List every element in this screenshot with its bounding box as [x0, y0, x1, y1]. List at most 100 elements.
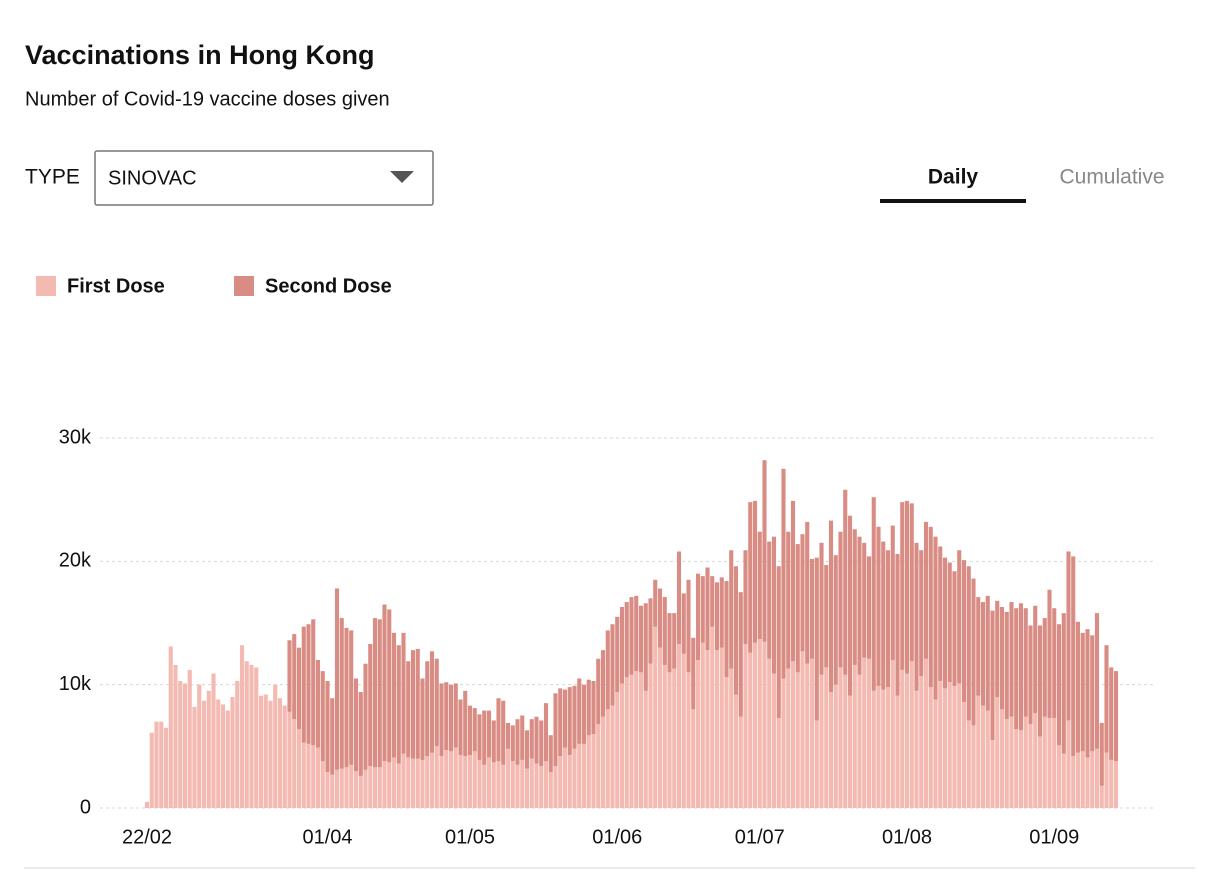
- bar-segment: [1109, 667, 1114, 760]
- bar-segment: [505, 722, 511, 749]
- bar-segment: [862, 542, 867, 658]
- bar-segment: [771, 536, 777, 674]
- bar-segment: [567, 754, 572, 808]
- bar-segment: [311, 619, 316, 746]
- bar-segment: [420, 678, 425, 760]
- bar-segment: [244, 661, 249, 808]
- dropdown-value[interactable]: SINOVAC: [108, 167, 197, 189]
- bar-segment: [942, 557, 948, 689]
- bar-segment: [895, 695, 900, 808]
- bar-segment: [933, 699, 938, 808]
- bar-segment: [410, 650, 416, 759]
- x-tick-label: 22/02: [122, 826, 172, 848]
- bar-segment: [938, 546, 943, 681]
- bar-segment: [334, 769, 340, 808]
- bar-segment: [809, 658, 815, 808]
- bar-segment: [515, 719, 520, 765]
- bar-segment: [301, 742, 306, 808]
- bar-segment: [781, 678, 786, 808]
- bar-segment: [672, 613, 677, 669]
- bar-segment: [567, 687, 572, 755]
- bar-segment: [306, 624, 311, 744]
- bar-segment: [439, 683, 444, 757]
- bar-segment: [230, 697, 235, 808]
- bar-segment: [691, 709, 696, 808]
- bar-segment: [676, 551, 682, 644]
- bar-segment: [482, 710, 487, 765]
- bar-segment: [752, 642, 758, 808]
- bar-segment: [1033, 713, 1038, 808]
- bar-segment: [396, 645, 401, 764]
- bar-segment: [1037, 736, 1043, 808]
- bar-segment: [909, 661, 914, 808]
- tab-underline: [880, 199, 1026, 203]
- bar-segment: [282, 705, 287, 808]
- bar-segment: [467, 754, 473, 808]
- bar-segment: [401, 632, 406, 754]
- bar-segment: [914, 690, 919, 808]
- bar-segment: [406, 661, 411, 758]
- bar-segment: [947, 682, 952, 808]
- bar-segment: [776, 717, 781, 808]
- bar-segment: [729, 668, 734, 808]
- bar-segment: [866, 658, 872, 808]
- bar-segment: [719, 577, 724, 648]
- bar-segment: [1080, 751, 1085, 808]
- bar-segment: [819, 542, 824, 675]
- bar-segment: [990, 610, 995, 741]
- bar-segment: [220, 704, 226, 808]
- bar-segment: [287, 711, 292, 808]
- bar-segment: [434, 658, 439, 747]
- bar-segment: [372, 618, 378, 768]
- bar-segment: [672, 668, 677, 808]
- legend-label: First Dose: [67, 275, 165, 297]
- bar-segment: [539, 766, 544, 808]
- bar-segment: [168, 646, 173, 808]
- bar-segment: [819, 674, 824, 808]
- bar-segment: [1004, 611, 1009, 720]
- y-tick-label: 10k: [59, 673, 92, 695]
- bar-segment: [1113, 671, 1119, 762]
- bar-segment: [382, 604, 387, 762]
- bar-segment: [985, 595, 990, 711]
- bar-segment: [667, 613, 672, 673]
- dropdown-box[interactable]: [94, 150, 434, 206]
- type-dropdown[interactable]: SINOVAC: [94, 150, 434, 206]
- bar-segment: [501, 764, 506, 808]
- bar-segment: [1056, 624, 1062, 746]
- bar-segment: [387, 762, 392, 808]
- dropdown-arrow[interactable]: [390, 171, 414, 183]
- bar-segment: [349, 630, 354, 765]
- bar-segment: [767, 658, 772, 808]
- bar-segment: [833, 684, 838, 808]
- bar-segment: [876, 685, 881, 808]
- bar-segment: [429, 752, 435, 808]
- bar-segment: [1014, 608, 1019, 730]
- tab-daily[interactable]: Daily: [928, 166, 979, 189]
- bar-segment: [1090, 635, 1095, 752]
- bar-segment: [976, 597, 981, 696]
- bar-segment: [1094, 748, 1100, 808]
- bar-segment: [216, 699, 221, 808]
- bar-segment: [463, 690, 468, 757]
- bar-segment: [876, 526, 881, 686]
- bar-segment: [805, 521, 810, 664]
- bar-segment: [1085, 757, 1090, 808]
- bar-segment: [358, 692, 363, 776]
- tab-cumulative[interactable]: Cumulative: [1059, 166, 1164, 189]
- bar-segment: [553, 693, 558, 767]
- bar-segment: [952, 571, 957, 686]
- bar-segment: [572, 748, 577, 808]
- bar-segment: [225, 710, 230, 808]
- bar-segment: [605, 630, 610, 710]
- bar-segment: [1090, 751, 1095, 808]
- bar-segment: [515, 764, 520, 808]
- bar-segment: [610, 705, 615, 808]
- bar-segment: [686, 672, 691, 808]
- bar-segment: [871, 497, 876, 691]
- bar-segment: [705, 650, 710, 808]
- bar-segment: [472, 708, 477, 752]
- bar-segment: [1028, 625, 1033, 725]
- bar-segment: [463, 756, 468, 808]
- bar-segment: [425, 756, 430, 808]
